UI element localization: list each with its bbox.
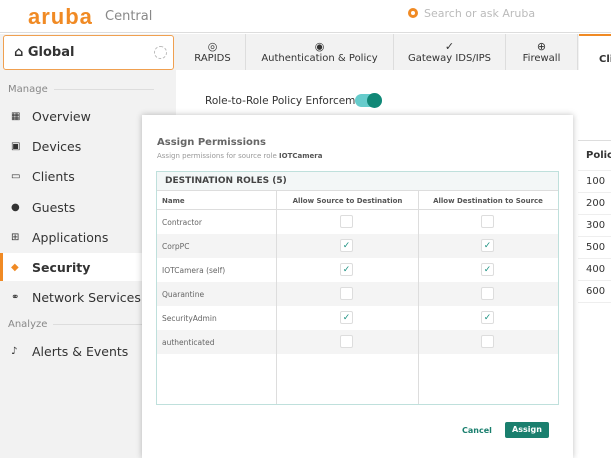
- tab-firewall[interactable]: ⊕ Firewall: [506, 34, 578, 70]
- assign-button[interactable]: Assign: [505, 422, 549, 438]
- allow-src-to-dst-checkbox[interactable]: ✓: [340, 311, 353, 324]
- role-name: IOTCamera (self): [162, 266, 226, 275]
- users-icon: ●: [11, 202, 20, 213]
- subtitle-text: Assign permissions for source role: [157, 152, 280, 160]
- column-divider: [418, 191, 419, 404]
- role-name: CorpPC: [162, 242, 190, 251]
- allow-src-to-dst-checkbox[interactable]: [340, 287, 353, 300]
- role-name: Contractor: [162, 218, 202, 227]
- allow-dst-to-src-checkbox[interactable]: [481, 335, 494, 348]
- section-manage: Manage: [8, 84, 154, 95]
- bell-icon: ♪: [11, 346, 18, 357]
- allow-dst-to-src-checkbox[interactable]: ✓: [481, 239, 494, 252]
- allow-src-to-dst-checkbox[interactable]: [340, 335, 353, 348]
- scope-label: Global: [27, 45, 75, 60]
- loading-icon: [154, 46, 167, 59]
- aruba-logo[interactable]: aruba: [28, 4, 93, 29]
- sidebar-item-applications[interactable]: ⊞ Applications: [0, 223, 176, 251]
- sidebar-item-clients[interactable]: ▭ Clients: [0, 162, 176, 190]
- policy-cell: 600: [578, 281, 611, 303]
- item-label: Devices: [32, 139, 82, 154]
- sidebar-item-network-services[interactable]: ⚭ Network Services: [0, 283, 176, 311]
- shield-icon: ◆: [11, 262, 19, 273]
- allow-dst-to-src-checkbox[interactable]: ✓: [481, 263, 494, 276]
- apps-icon: ⊞: [11, 232, 20, 243]
- header-pad: [157, 191, 162, 210]
- top-header: aruba Central Search or ask Aruba: [0, 0, 611, 33]
- search-icon: [408, 8, 418, 18]
- tab-client[interactable]: Cli: [579, 34, 611, 70]
- search-input[interactable]: Search or ask Aruba: [408, 7, 535, 20]
- dialog-subtitle: Assign permissions for source role IOTCa…: [157, 152, 322, 160]
- security-tabs: ◎ RAPIDS ◉ Authentication & Policy ✓ Gatewa…: [176, 34, 611, 70]
- table-row: SecurityAdmin ✓ ✓: [157, 306, 558, 330]
- grid-icon: ▦: [11, 111, 21, 122]
- tab-authentication-policy[interactable]: ◉ Authentication & Policy: [246, 34, 394, 70]
- assign-permissions-dialog: Assign Permissions Assign permissions fo…: [142, 115, 573, 458]
- allow-src-to-dst-checkbox[interactable]: [340, 215, 353, 228]
- tab-label: RAPIDS: [194, 53, 231, 64]
- item-label: Network Services: [32, 290, 141, 305]
- tab-gateway-ids-ips[interactable]: ✓ Gateway IDS/IPS: [394, 34, 506, 70]
- table-row: CorpPC ✓ ✓: [157, 234, 558, 258]
- role-name: authenticated: [162, 338, 215, 347]
- column-divider: [276, 191, 277, 404]
- table-row: Quarantine: [157, 282, 558, 306]
- role-name: Quarantine: [162, 290, 205, 299]
- item-label: Security: [32, 260, 91, 275]
- allow-dst-to-src-checkbox[interactable]: [481, 287, 494, 300]
- policy-table: Policy 100 200 300 500 400 600: [578, 140, 611, 303]
- search-placeholder: Search or ask Aruba: [424, 7, 536, 20]
- policy-cell: 400: [578, 259, 611, 281]
- table-row: Contractor: [157, 210, 558, 234]
- policy-cell: 200: [578, 193, 611, 215]
- policy-cell: 300: [578, 215, 611, 237]
- allow-dst-to-src-checkbox[interactable]: [481, 215, 494, 228]
- cancel-button[interactable]: Cancel: [462, 426, 492, 435]
- tab-rapids[interactable]: ◎ RAPIDS: [180, 34, 246, 70]
- toggle-label: Role-to-Role Policy Enforcement: [205, 95, 373, 107]
- column-name: Name: [162, 191, 277, 210]
- scope-selector[interactable]: ⌂ Global: [3, 35, 174, 70]
- policy-header: Policy: [578, 141, 611, 171]
- tab-label: Firewall: [522, 53, 561, 64]
- destination-roles-table: DESTINATION ROLES (5) Name Allow Source …: [156, 171, 559, 405]
- shield-check-icon: ✓: [444, 40, 455, 53]
- network-icon: ⚭: [11, 292, 20, 303]
- sidebar-item-devices[interactable]: ▣ Devices: [0, 132, 176, 160]
- dialog-title: Assign Permissions: [157, 137, 266, 148]
- table-row: IOTCamera (self) ✓ ✓: [157, 258, 558, 282]
- column-dst-to-src: Allow Destination to Source: [418, 191, 558, 210]
- source-role: IOTCamera: [279, 152, 323, 160]
- sidebar-item-alerts[interactable]: ♪ Alerts & Events: [0, 337, 176, 365]
- table-title: DESTINATION ROLES (5): [157, 172, 558, 191]
- globe-icon: ⊕: [536, 40, 547, 53]
- column-src-to-dst: Allow Source to Destination: [277, 191, 418, 210]
- sidebar-item-overview[interactable]: ▦ Overview: [0, 102, 176, 130]
- item-label: Overview: [32, 109, 91, 124]
- item-label: Guests: [32, 200, 76, 215]
- item-label: Applications: [32, 230, 109, 245]
- sidebar-item-guests[interactable]: ● Guests: [0, 193, 176, 221]
- tab-label: Gateway IDS/IPS: [407, 53, 492, 64]
- table-row: authenticated: [157, 330, 558, 354]
- section-analyze: Analyze: [8, 319, 153, 330]
- allow-src-to-dst-checkbox[interactable]: ✓: [340, 263, 353, 276]
- user-badge-icon: ◉: [314, 40, 325, 53]
- role-name: SecurityAdmin: [162, 314, 217, 323]
- product-name: Central: [105, 9, 153, 24]
- item-label: Clients: [32, 169, 75, 184]
- home-icon: ⌂: [14, 45, 28, 60]
- policy-cell: 100: [578, 171, 611, 193]
- devices-icon: ▣: [11, 141, 21, 152]
- laptop-icon: ▭: [11, 171, 21, 182]
- policy-cell: 500: [578, 237, 611, 259]
- tab-label: Cli: [599, 54, 611, 65]
- allow-dst-to-src-checkbox[interactable]: ✓: [481, 311, 494, 324]
- item-label: Alerts & Events: [32, 344, 129, 359]
- allow-src-to-dst-checkbox[interactable]: ✓: [340, 239, 353, 252]
- tab-label: Authentication & Policy: [261, 53, 378, 64]
- wifi-shield-icon: ◎: [207, 40, 218, 53]
- policy-enforcement-toggle[interactable]: [355, 93, 382, 108]
